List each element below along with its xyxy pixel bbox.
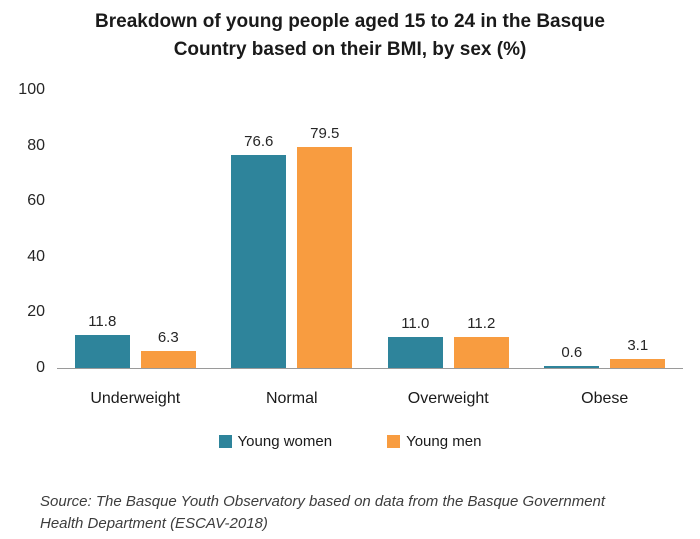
legend-item-young-men: Young men xyxy=(387,433,481,450)
x-axis-label-overweight: Overweight xyxy=(407,390,489,407)
bar-column: 0.6 xyxy=(544,344,600,368)
plot-area: 11.8 6.3 76.6 79.5 11.0 11.2 0.6 3.1 xyxy=(57,90,683,369)
bar-young-men xyxy=(297,147,353,368)
bar-young-women xyxy=(387,337,443,368)
chart-title-line1: Breakdown of young people aged 15 to 24 … xyxy=(95,11,605,32)
y-tick-label: 100 xyxy=(18,81,45,98)
bar-young-women xyxy=(231,155,287,368)
bar-column: 76.6 xyxy=(231,133,287,368)
bar-young-men xyxy=(610,359,666,368)
bar-group-normal: 76.6 79.5 xyxy=(214,90,371,368)
x-axis-labels: Underweight Normal Overweight Obese xyxy=(57,390,683,408)
bar-group-overweight: 11.0 11.2 xyxy=(370,90,527,368)
legend-swatch-icon xyxy=(387,435,401,448)
bar-young-women xyxy=(544,366,600,368)
bar-young-men xyxy=(453,336,509,368)
legend-label: Young women xyxy=(237,433,333,450)
x-axis-label-underweight: Underweight xyxy=(90,390,181,407)
bar-column: 79.5 xyxy=(297,125,353,368)
bar-young-men xyxy=(140,350,196,368)
y-tick-label: 80 xyxy=(27,136,45,154)
bar-group-underweight: 11.8 6.3 xyxy=(57,90,214,368)
y-tick-label: 60 xyxy=(27,192,45,210)
bar-value-label: 11.0 xyxy=(401,315,430,333)
y-tick-label: 40 xyxy=(27,247,45,265)
source-note: Source: The Basque Youth Observatory bas… xyxy=(40,493,606,532)
bar-group-obese: 0.6 3.1 xyxy=(527,90,684,368)
x-axis-label-normal: Normal xyxy=(265,390,318,407)
bar-column: 11.8 xyxy=(74,313,130,368)
bar-column: 11.2 xyxy=(453,314,509,368)
x-axis-label-obese: Obese xyxy=(581,390,629,407)
bar-value-label: 76.6 xyxy=(244,133,274,151)
y-tick-label: 20 xyxy=(27,303,45,321)
bar-column: 3.1 xyxy=(610,337,666,368)
chart-title: Breakdown of young people aged 15 to 24 … xyxy=(0,8,700,64)
legend-item-young-women: Young women xyxy=(218,433,333,450)
legend: Young women Young men xyxy=(0,433,700,450)
bar-column: 6.3 xyxy=(140,328,196,368)
bar-value-label: 11.2 xyxy=(467,314,496,332)
legend-swatch-icon xyxy=(218,435,232,448)
bar-column: 11.0 xyxy=(387,315,443,368)
bar-value-label: 11.8 xyxy=(88,313,117,331)
legend-label: Young men xyxy=(406,433,482,450)
chart-title-line2: Country based on their BMI, by sex (%) xyxy=(173,39,527,60)
bar-young-women xyxy=(74,335,130,368)
bar-value-label: 3.1 xyxy=(627,337,649,355)
bar-value-label: 79.5 xyxy=(310,125,340,142)
y-tick-label: 0 xyxy=(36,359,45,376)
bar-value-label: 0.6 xyxy=(561,344,583,361)
bar-value-label: 6.3 xyxy=(157,328,179,346)
